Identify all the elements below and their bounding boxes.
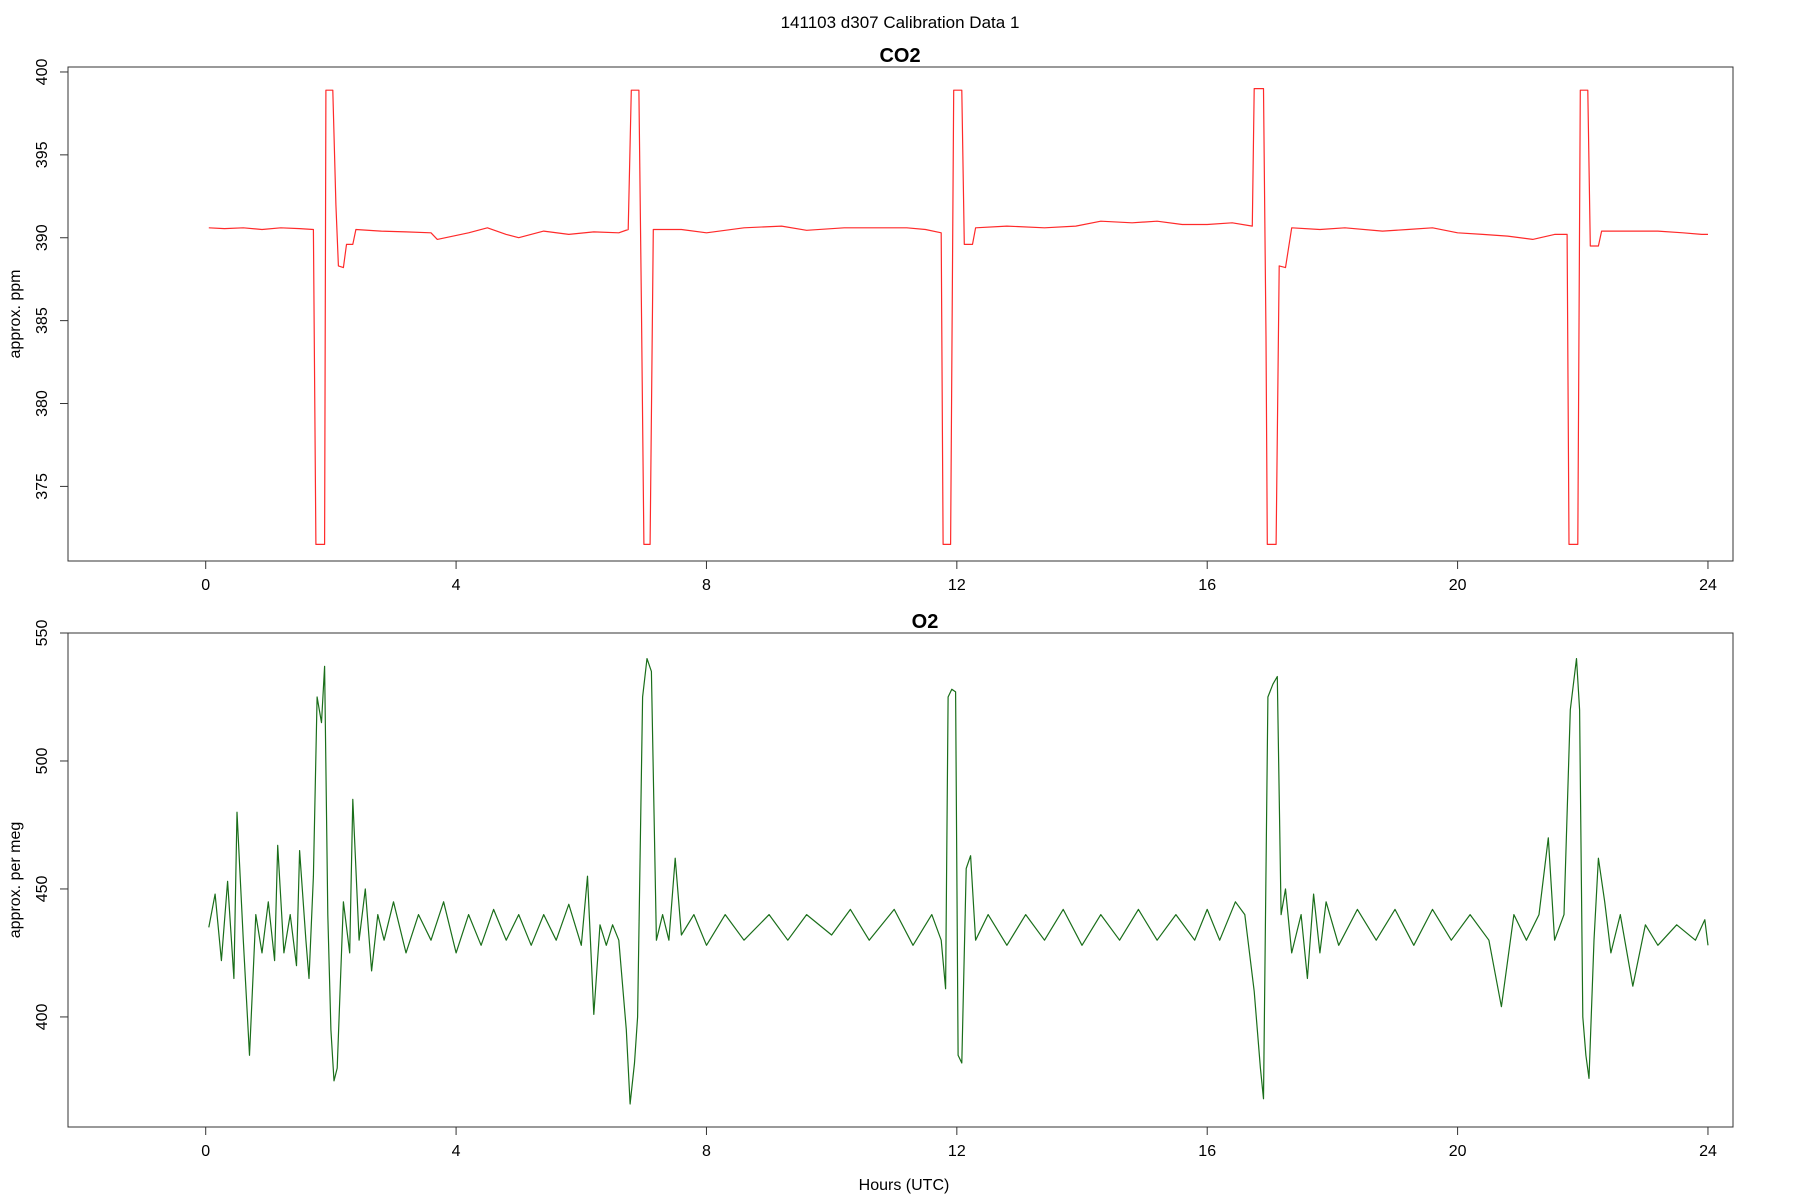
co2-x-tick-label: 16 [1198,577,1216,594]
o2-x-tick-label: 4 [452,1143,461,1160]
co2-x-tick-label: 4 [452,577,461,594]
o2-x-axis-label: Hours (UTC) [859,1177,950,1194]
o2-y-tick-label: 500 [34,748,51,775]
co2-y-tick-label: 380 [34,390,51,417]
o2-x-tick-label: 16 [1198,1143,1216,1160]
co2-y-axis-label: approx. ppm [7,270,24,359]
o2-x-tick-label: 0 [201,1143,210,1160]
o2-series-line [208,658,1709,1105]
co2-y-tick-label: 390 [34,224,51,251]
co2-title: CO2 [879,45,920,67]
o2-plot-frame [67,632,1734,1128]
co2-y-tick-label: 395 [34,141,51,168]
o2-panel: O2 approx. per meg Hours (UTC) 0 4 8 12 16 20… [7,611,1734,1194]
o2-y-tick-label: 450 [34,876,51,903]
co2-x-tick-label: 12 [948,577,966,594]
co2-x-axis: 0 4 8 12 16 20 24 [201,561,1717,594]
co2-x-tick-label: 8 [702,577,711,594]
co2-y-axis: 375 380 385 390 395 400 [34,59,68,500]
co2-y-tick-label: 375 [34,473,51,500]
o2-series [208,658,1709,1105]
o2-y-axis-label: approx. per meg [7,822,24,939]
co2-plot-frame [67,66,1734,562]
o2-title: O2 [912,611,939,633]
o2-x-tick-label: 20 [1449,1143,1467,1160]
co2-x-tick-label: 0 [201,577,210,594]
co2-series-line [208,88,1708,545]
o2-x-axis: 0 4 8 12 16 20 24 [201,1127,1717,1160]
o2-y-axis: 400 450 500 550 [34,620,68,1030]
co2-x-tick-label: 20 [1449,577,1467,594]
o2-x-tick-label: 12 [948,1143,966,1160]
o2-x-tick-label: 8 [702,1143,711,1160]
o2-y-tick-label: 400 [34,1003,51,1030]
co2-y-tick-label: 385 [34,307,51,334]
o2-y-tick-label: 550 [34,620,51,647]
co2-series [208,88,1708,545]
co2-panel: CO2 approx. ppm 0 4 8 12 16 20 24 375 380 385 390… [7,45,1734,594]
o2-x-tick-label: 24 [1699,1143,1717,1160]
co2-y-tick-label: 400 [34,59,51,86]
co2-x-tick-label: 24 [1699,577,1717,594]
figure-title: 141103 d307 Calibration Data 1 [781,13,1020,32]
